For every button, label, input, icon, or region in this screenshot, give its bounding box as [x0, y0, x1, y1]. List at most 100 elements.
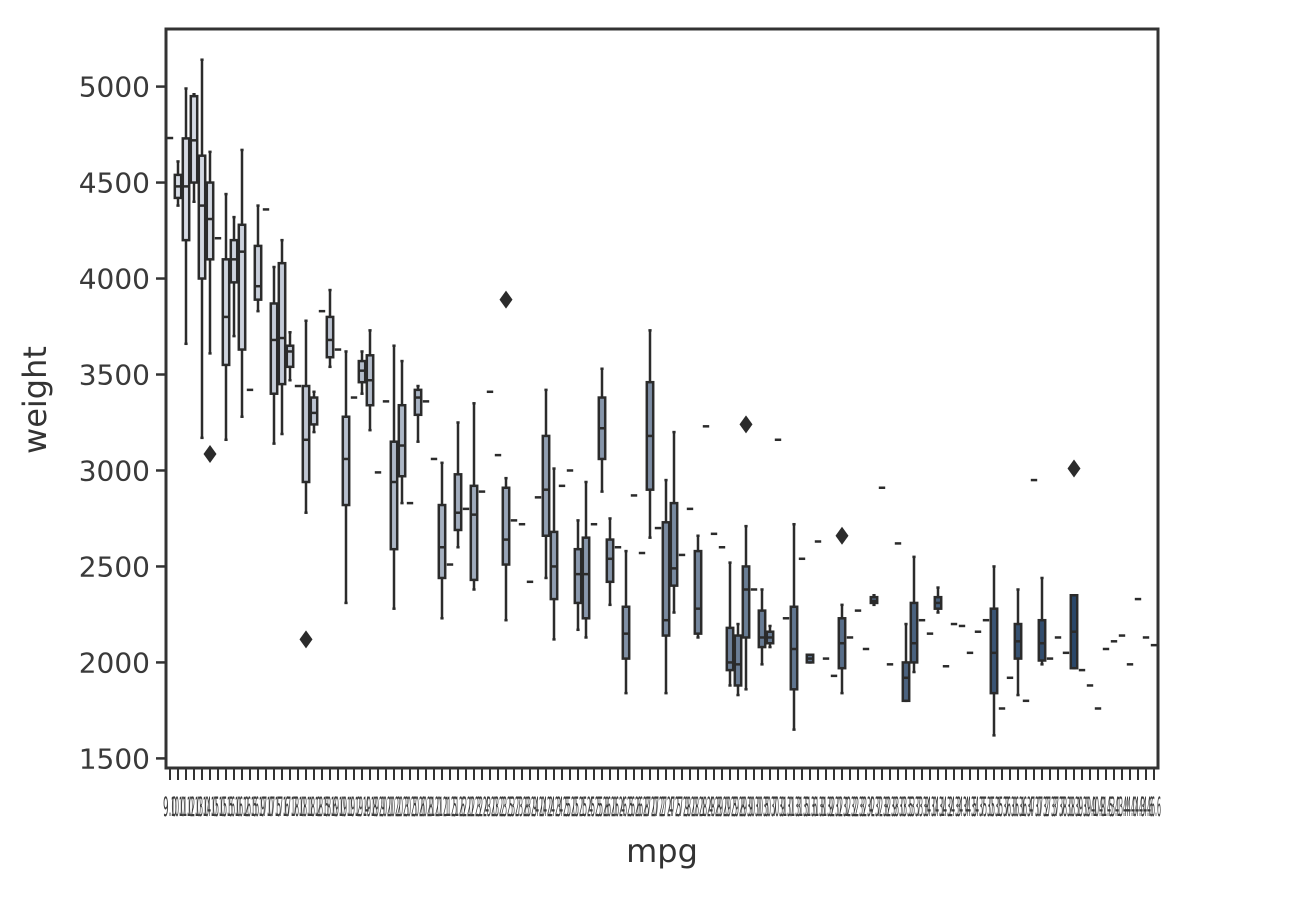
- box-group: [365, 329, 375, 432]
- x-tick-label: 43.1: [1107, 792, 1121, 823]
- x-tick-label: 37.3: [1043, 792, 1057, 823]
- box-group: [901, 622, 911, 703]
- box-iqr: [277, 261, 287, 386]
- box-group: [909, 555, 919, 674]
- x-tick-label: 33.5: [899, 792, 913, 823]
- plot-frame: [164, 27, 1160, 770]
- y-axis-label: weight: [16, 346, 54, 454]
- box-group: [237, 148, 247, 418]
- box-group: [499, 290, 513, 622]
- x-tick-label: 38.0: [1059, 792, 1073, 823]
- x-tick-label: 26.8: [635, 792, 649, 823]
- x-tick-label: 36.1: [1011, 792, 1025, 823]
- box-group: [197, 58, 207, 440]
- x-tick-label: 21.5: [443, 792, 457, 823]
- x-tick-label: 26.0: [603, 792, 617, 823]
- box-group: [597, 367, 607, 493]
- box-iqr: [229, 238, 239, 284]
- x-tick-label: 22.0: [459, 792, 473, 823]
- x-tick-label: 31.5: [795, 792, 809, 823]
- x-tick-label: 28.0: [683, 792, 697, 823]
- y-tick-label: 4000: [79, 263, 150, 296]
- x-tick-label: 19.0: [331, 792, 345, 823]
- x-tick-label: 18.1: [299, 792, 313, 823]
- x-tick-label: 20.0: [379, 792, 393, 823]
- x-tick-label: 35.0: [979, 792, 993, 823]
- box-iqr: [285, 344, 295, 369]
- x-tick-label: 23.9: [523, 792, 537, 823]
- x-tick-label: 23.8: [515, 792, 529, 823]
- x-tick-label: 15.5: [219, 792, 233, 823]
- x-tick-label: 29.5: [723, 792, 737, 823]
- x-tick-label: 30.0: [747, 792, 761, 823]
- box-group: [621, 549, 631, 695]
- box-iqr: [469, 484, 479, 582]
- box-iqr: [909, 601, 919, 664]
- y-tick-label: 2000: [79, 646, 150, 679]
- box-iqr: [197, 154, 207, 280]
- box-group: [733, 622, 743, 697]
- box-iqr: [309, 396, 319, 426]
- box-group: [269, 265, 279, 445]
- box-group: [469, 402, 479, 591]
- x-tick-label: 46.6: [1147, 792, 1161, 823]
- x-tick-label: 24.3: [547, 792, 561, 823]
- x-tick-label: 19.2: [347, 792, 361, 823]
- box-group: [181, 87, 191, 346]
- x-tick-label: 20.5: [403, 792, 417, 823]
- x-tick-label: 27.4: [659, 792, 673, 823]
- x-tick-label: 25.1: [571, 792, 585, 823]
- x-tick-label: 35.7: [995, 792, 1009, 823]
- x-tick-label: 24.2: [539, 792, 553, 823]
- box-group: [1067, 459, 1081, 670]
- box-group: [309, 390, 319, 434]
- box-outlier: [203, 444, 217, 463]
- x-tick-label: 36.4: [1019, 792, 1033, 823]
- x-tick-label: 32.0: [827, 792, 841, 823]
- y-tick-label: 3000: [79, 454, 150, 487]
- x-tick-label: 34.3: [947, 792, 961, 823]
- y-tick-label: 3500: [79, 359, 150, 392]
- x-tick-label: 34.5: [963, 792, 977, 823]
- box-iqr: [301, 384, 311, 484]
- x-tick-label: 21.1: [435, 792, 449, 823]
- x-tick-label: 18.0: [291, 792, 305, 823]
- x-tick-label: 38.1: [1067, 792, 1081, 823]
- x-tick-label: 31.6: [803, 792, 817, 823]
- y-tick-label: 1500: [79, 742, 150, 775]
- x-tick-label: 37.2: [1035, 792, 1049, 823]
- x-tick-label: 43.4: [1115, 792, 1129, 823]
- box-iqr: [389, 440, 399, 551]
- x-tick-label: 37.0: [1027, 792, 1041, 823]
- box-group: [869, 593, 879, 607]
- x-tick-label: 25.8: [595, 792, 609, 823]
- x-tick-label: 27.5: [667, 792, 681, 823]
- x-tick-label: 33.7: [907, 792, 921, 823]
- box-iqr: [325, 315, 335, 359]
- box-iqr: [693, 549, 703, 635]
- x-tick-label: 25.0: [563, 792, 577, 823]
- box-group: [789, 522, 799, 731]
- box-group: [805, 653, 815, 664]
- box-group: [669, 430, 679, 614]
- x-tick-label: 32.3: [851, 792, 865, 823]
- x-tick-label: 19.1: [339, 792, 353, 823]
- box-outlier: [299, 630, 313, 649]
- x-tick-label: 18.6: [323, 792, 337, 823]
- box-iqr: [573, 547, 583, 605]
- x-tick-label: 32.7: [867, 792, 881, 823]
- x-tick-label: 30.5: [755, 792, 769, 823]
- box-iqr: [413, 388, 423, 417]
- x-tick-label: 32.2: [843, 792, 857, 823]
- x-axis: 9.010.011.012.013.014.015.015.516.016.21…: [163, 768, 1161, 823]
- box-iqr: [733, 634, 743, 687]
- x-tick-label: 15.0: [211, 792, 225, 823]
- box-group: [203, 150, 217, 463]
- x-tick-label: 36.0: [1003, 792, 1017, 823]
- x-tick-label: 34.2: [939, 792, 953, 823]
- x-tick-label: 27.9: [675, 792, 689, 823]
- x-tick-label: 25.5: [587, 792, 601, 823]
- x-tick-label: 11.0: [179, 792, 193, 823]
- y-tick-label: 4500: [79, 167, 150, 200]
- box-group: [933, 586, 943, 614]
